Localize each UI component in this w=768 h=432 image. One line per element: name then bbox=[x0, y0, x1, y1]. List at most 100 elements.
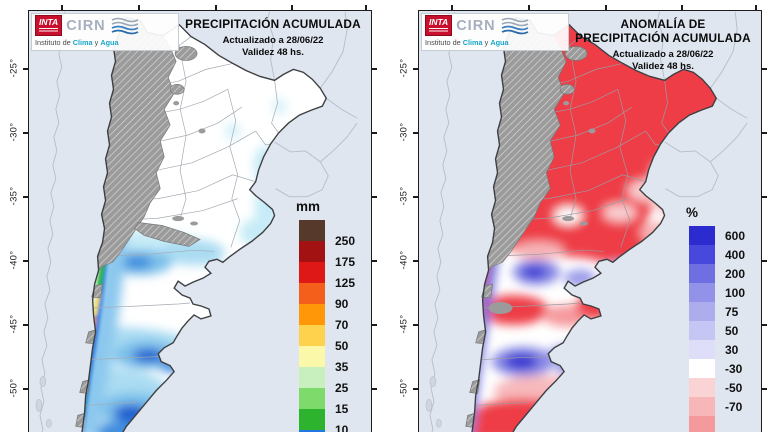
legend-color-segment bbox=[689, 264, 715, 283]
legend-color-segment bbox=[299, 262, 325, 283]
institute-name: Instituto de Clima y Agua bbox=[35, 38, 119, 47]
legend-tick-label: -70 bbox=[725, 399, 743, 414]
legend-unit-label: % bbox=[686, 205, 699, 220]
andes-nodata-hatch bbox=[75, 17, 201, 428]
legend-tick-label: 175 bbox=[335, 255, 356, 269]
legend-color-segment bbox=[689, 397, 715, 416]
updated-date: Actualizado a 28/06/22 bbox=[222, 34, 324, 46]
latitude-tick bbox=[23, 132, 28, 134]
argentina-anomaly-map bbox=[419, 11, 761, 432]
inta-text: INTA bbox=[429, 17, 449, 28]
latitude-label: -40° bbox=[8, 250, 20, 270]
latitude-tick bbox=[372, 324, 377, 326]
latitude-tick bbox=[762, 68, 767, 70]
legend-color-segment bbox=[299, 220, 325, 241]
latitude-label: -40° bbox=[398, 250, 410, 270]
longitude-tick bbox=[291, 5, 293, 10]
legend-tick-label: 15 bbox=[335, 402, 349, 416]
legend-color-segment bbox=[689, 283, 715, 302]
latitude-tick bbox=[372, 68, 377, 70]
waves-icon bbox=[501, 17, 529, 34]
legend-color-segment bbox=[689, 359, 715, 378]
latitude-tick bbox=[23, 324, 28, 326]
inta-cirn-logo: INTA CIRN Instituto de Clima y Agu bbox=[421, 13, 569, 51]
legend-color-segment bbox=[299, 304, 325, 325]
legend-tick-label: 250 bbox=[335, 234, 356, 248]
legend-tick-label: -50 bbox=[725, 380, 743, 395]
latitude-tick bbox=[413, 68, 418, 70]
map-title-block: PRECIPITACIÓN ACUMULADA Actualizado a 28… bbox=[177, 17, 369, 58]
legend-color-segment bbox=[689, 302, 715, 321]
latitude-tick bbox=[413, 132, 418, 134]
longitude-tick bbox=[755, 5, 757, 10]
institute-name: Instituto de Clima y Agua bbox=[425, 38, 509, 47]
latitude-tick bbox=[372, 260, 377, 262]
updated-date: Actualizado a 28/06/22 bbox=[612, 48, 714, 60]
cirn-text: CIRN bbox=[456, 17, 496, 34]
legend-color-segment bbox=[299, 388, 325, 409]
latitude-tick bbox=[762, 260, 767, 262]
legend-color-segment bbox=[689, 321, 715, 340]
latitude-tick bbox=[23, 68, 28, 70]
latitude-tick bbox=[413, 388, 418, 390]
legend-colorbar bbox=[689, 226, 715, 432]
map-panel-anomaly: INTA CIRN Instituto de Clima y Agu bbox=[399, 5, 767, 432]
longitude-tick bbox=[138, 5, 140, 10]
inta-stripes bbox=[429, 27, 449, 33]
longitude-tick bbox=[681, 5, 683, 10]
validity-label: Validez 48 hs. bbox=[242, 46, 304, 58]
legend-tick-label: 10 bbox=[335, 423, 349, 432]
longitude-tick bbox=[365, 5, 367, 10]
longitude-tick bbox=[528, 5, 530, 10]
legend-unit-label: mm bbox=[296, 199, 321, 214]
neighbor-borders bbox=[429, 11, 748, 432]
map-title-line2: PRECIPITACIÓN ACUMULADA bbox=[575, 30, 751, 45]
legend-color-segment bbox=[689, 226, 715, 245]
legend-color-segment bbox=[299, 367, 325, 388]
chilean-islands bbox=[425, 376, 442, 428]
latitude-label: -45° bbox=[398, 314, 410, 334]
inta-text: INTA bbox=[39, 17, 59, 28]
legend-tick-label: 25 bbox=[335, 381, 349, 395]
inta-logo: INTA bbox=[425, 15, 453, 36]
latitude-tick bbox=[372, 132, 377, 134]
legend-tick-label: 50 bbox=[725, 323, 739, 338]
longitude-tick bbox=[605, 5, 607, 10]
latitude-tick bbox=[413, 324, 418, 326]
latitude-tick bbox=[23, 196, 28, 198]
latitude-label: -25° bbox=[398, 58, 410, 78]
legend-color-segment bbox=[689, 340, 715, 359]
longitude-tick bbox=[215, 5, 217, 10]
map-panel-precipitation: INTA CIRN Instituto de Clima y Agu bbox=[9, 5, 377, 432]
latitude-label: -50° bbox=[398, 378, 410, 398]
legend-tick-label: 125 bbox=[335, 276, 356, 290]
andes-nodata-hatch bbox=[465, 17, 588, 428]
latitude-tick bbox=[762, 132, 767, 134]
inta-cirn-logo: INTA CIRN Instituto de Clima y Agu bbox=[31, 13, 179, 51]
latitude-tick bbox=[23, 260, 28, 262]
latitude-label: -30° bbox=[8, 122, 20, 142]
map-title: ANOMALÍA DE bbox=[620, 17, 706, 31]
legend-color-segment bbox=[299, 325, 325, 346]
legend-tick-label: 400 bbox=[725, 247, 746, 262]
legend-tick-label: 100 bbox=[725, 285, 746, 300]
latitude-label: -45° bbox=[8, 314, 20, 334]
latitude-tick bbox=[413, 196, 418, 198]
legend-color-segment bbox=[299, 430, 325, 432]
precipitation-legend: mm 250 175 125 90 70 50 35 25 15 10 bbox=[279, 199, 371, 432]
map-title-block: ANOMALÍA DE PRECIPITACIÓN ACUMULADA Actu… bbox=[567, 17, 759, 72]
latitude-label: -30° bbox=[398, 122, 410, 142]
latitude-label: -35° bbox=[398, 186, 410, 206]
inta-stripes bbox=[39, 27, 59, 33]
map-frame-precipitation: INTA CIRN Instituto de Clima y Agu bbox=[28, 10, 372, 432]
map-frame-anomaly: INTA CIRN Instituto de Clima y Agu bbox=[418, 10, 762, 432]
legend-colorbar bbox=[299, 220, 325, 432]
province-borders bbox=[84, 36, 289, 406]
legend-color-segment bbox=[689, 378, 715, 397]
validity-label: Validez 48 hs. bbox=[632, 60, 694, 72]
legend-color-segment bbox=[299, 241, 325, 262]
legend-tick-label: 30 bbox=[725, 342, 739, 357]
legend-tick-label: 75 bbox=[725, 304, 739, 319]
legend-tick-label: 50 bbox=[335, 339, 349, 353]
